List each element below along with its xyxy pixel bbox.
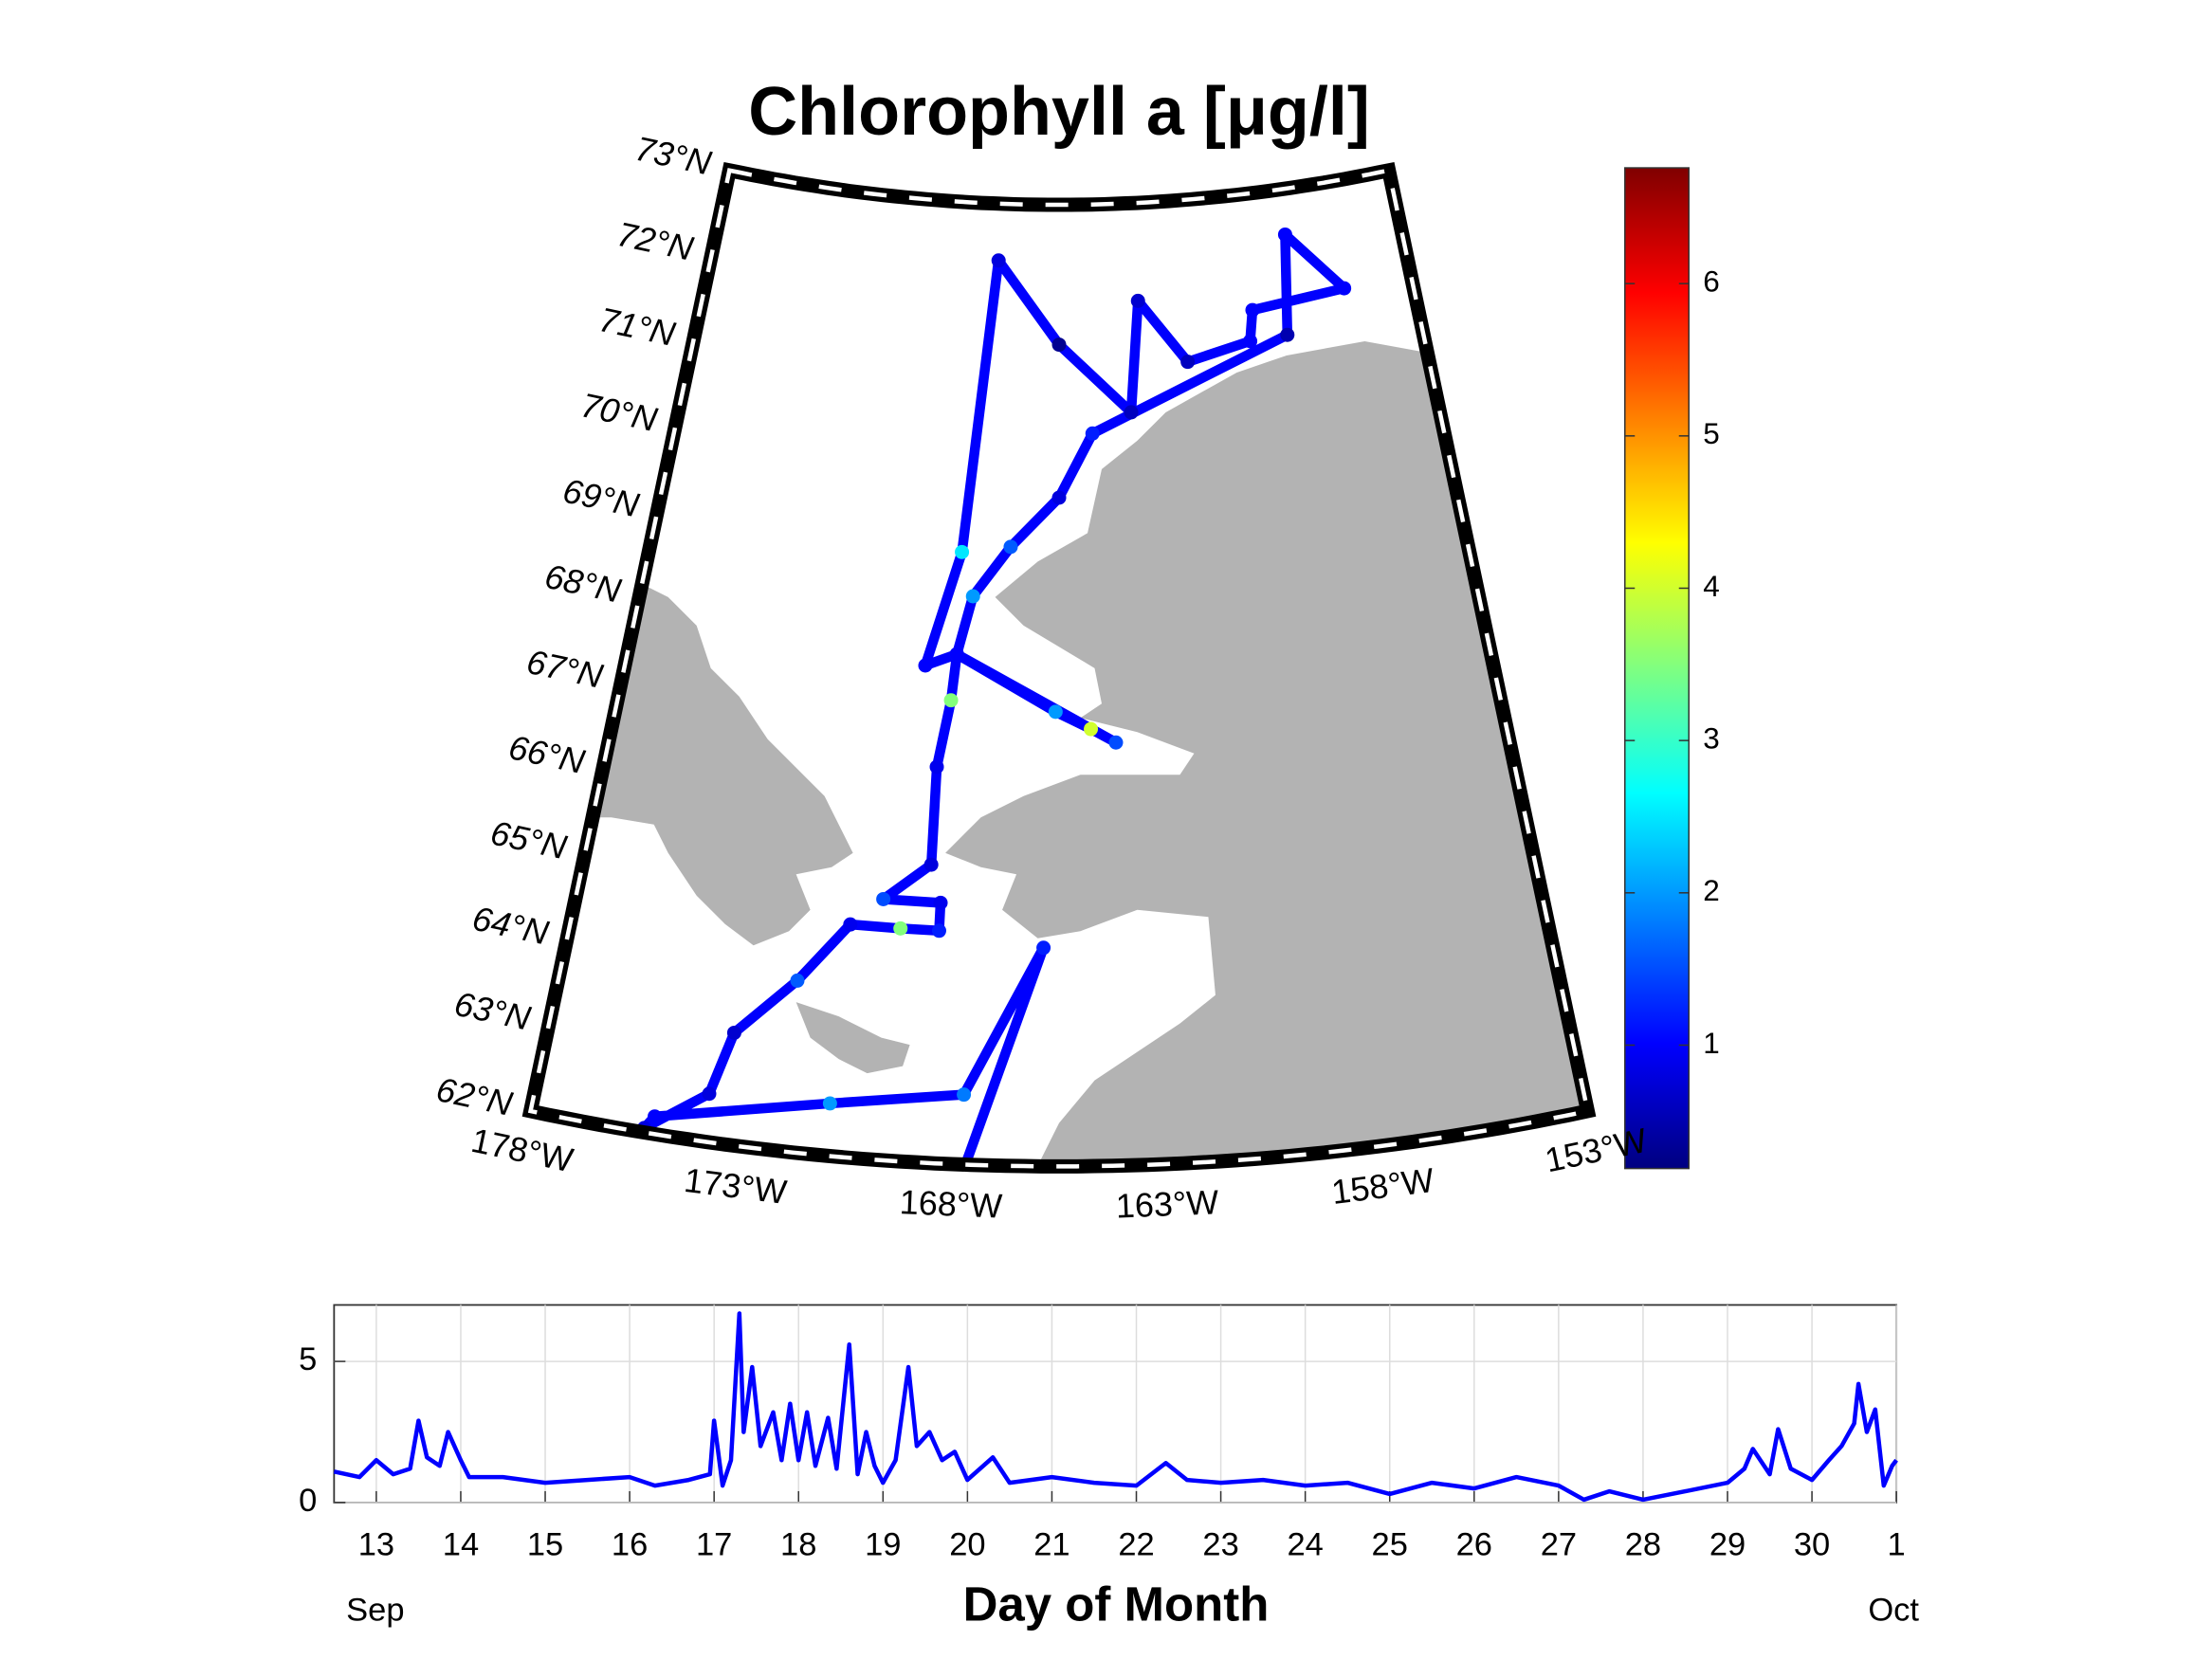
x-tick-label: 22 bbox=[1118, 1527, 1154, 1563]
x-tick-label: 15 bbox=[527, 1527, 563, 1563]
track-point bbox=[965, 589, 980, 604]
track-point bbox=[702, 1086, 717, 1102]
x-tick-label: 30 bbox=[1794, 1527, 1830, 1563]
track-point bbox=[918, 658, 933, 673]
y-tick-label: 0 bbox=[299, 1483, 317, 1519]
colorbar-tick-label: 6 bbox=[1703, 264, 1720, 298]
x-tick-label: 13 bbox=[358, 1527, 394, 1563]
lat-tick-label: 73°N bbox=[632, 129, 715, 183]
x-tick-label: 1 bbox=[1888, 1527, 1906, 1563]
track-point bbox=[790, 973, 805, 988]
x-tick-label: 20 bbox=[949, 1527, 985, 1563]
track-point bbox=[648, 1109, 663, 1124]
x-tick-label: 18 bbox=[780, 1527, 816, 1563]
x-tick-label: 25 bbox=[1372, 1527, 1408, 1563]
st-lawrence-island bbox=[795, 1002, 910, 1074]
lat-tick-label: 66°N bbox=[505, 727, 588, 781]
track-point bbox=[876, 891, 891, 906]
lat-tick-label: 71°N bbox=[595, 300, 678, 354]
track-point bbox=[955, 544, 970, 559]
track-point bbox=[933, 895, 948, 910]
track-point bbox=[893, 921, 908, 936]
track-point bbox=[1084, 721, 1099, 737]
track-point bbox=[1124, 405, 1139, 420]
track-point bbox=[1048, 704, 1063, 720]
map-title: Chlorophyll a [μg/l] bbox=[748, 74, 1370, 150]
lat-tick-label: 70°N bbox=[577, 385, 660, 439]
track-point bbox=[991, 253, 1006, 268]
track-point bbox=[726, 1025, 741, 1040]
x-tick-label: 21 bbox=[1033, 1527, 1069, 1563]
x-tick-label: 28 bbox=[1625, 1527, 1661, 1563]
month-label: Sep bbox=[346, 1593, 404, 1629]
track-point bbox=[1243, 334, 1258, 349]
x-tick-label: 24 bbox=[1287, 1527, 1323, 1563]
x-tick-label: 29 bbox=[1709, 1527, 1746, 1563]
lon-tick-label: 153°W bbox=[1542, 1121, 1651, 1180]
x-tick-label: 14 bbox=[443, 1527, 479, 1563]
track-point bbox=[1003, 539, 1018, 555]
track-point bbox=[1180, 355, 1196, 370]
colorbar-tick-label: 1 bbox=[1703, 1027, 1720, 1060]
data-line bbox=[333, 1311, 1898, 1503]
colorbar-tick-label: 4 bbox=[1703, 570, 1720, 603]
x-tick-label: 16 bbox=[612, 1527, 648, 1563]
track-point bbox=[1245, 302, 1260, 318]
lat-tick-label: 69°N bbox=[559, 471, 642, 525]
track-point bbox=[1130, 293, 1145, 308]
track-point bbox=[923, 857, 939, 872]
x-tick-label: 26 bbox=[1456, 1527, 1492, 1563]
lon-tick-label: 168°W bbox=[899, 1182, 1003, 1225]
track-point bbox=[822, 1096, 837, 1111]
track-point bbox=[949, 647, 964, 662]
track-point bbox=[1051, 490, 1067, 505]
track-point bbox=[1280, 327, 1295, 342]
lon-tick-label: 173°W bbox=[682, 1160, 789, 1212]
track-point bbox=[931, 923, 946, 939]
track-point bbox=[1085, 426, 1100, 441]
x-tick-label: 23 bbox=[1202, 1527, 1238, 1563]
plot-area bbox=[333, 1304, 1898, 1504]
track-layer bbox=[636, 227, 1352, 1167]
lat-tick-label: 67°N bbox=[523, 642, 606, 696]
track-point bbox=[1108, 735, 1124, 750]
y-tick-label: 5 bbox=[299, 1341, 317, 1377]
lon-tick-label: 163°W bbox=[1115, 1182, 1219, 1225]
x-tick-label: 17 bbox=[696, 1527, 732, 1563]
month-label: Oct bbox=[1868, 1593, 1919, 1629]
track-point bbox=[943, 693, 959, 708]
lat-tick-label: 65°N bbox=[487, 812, 570, 866]
lat-tick-label: 72°N bbox=[613, 214, 696, 268]
track-point bbox=[1051, 337, 1067, 353]
lat-tick-label: 64°N bbox=[469, 899, 552, 953]
lon-tick-label: 158°W bbox=[1329, 1160, 1436, 1212]
map-frame bbox=[521, 161, 1597, 1174]
colorbar-tick-label: 5 bbox=[1703, 417, 1720, 450]
track-point bbox=[957, 1087, 972, 1103]
lat-tick-label: 62°N bbox=[433, 1069, 516, 1123]
track-point bbox=[1036, 940, 1051, 956]
colorbar bbox=[1624, 167, 1690, 1170]
track-point bbox=[843, 917, 858, 932]
colorbar-tick-label: 3 bbox=[1703, 721, 1720, 755]
x-tick-label: 19 bbox=[865, 1527, 901, 1563]
track-point bbox=[1277, 227, 1292, 242]
lon-tick-label: 178°W bbox=[468, 1121, 577, 1180]
x-axis-title: Day of Month bbox=[963, 1577, 1270, 1631]
track-point bbox=[929, 759, 944, 775]
lat-tick-label: 63°N bbox=[451, 984, 534, 1038]
lat-tick-label: 68°N bbox=[541, 556, 624, 611]
track-point bbox=[1337, 281, 1352, 296]
x-tick-label: 27 bbox=[1541, 1527, 1577, 1563]
colorbar-tick-label: 2 bbox=[1703, 874, 1720, 907]
